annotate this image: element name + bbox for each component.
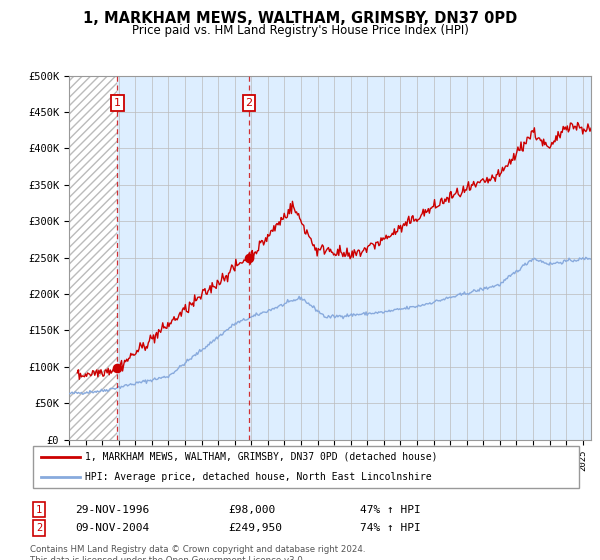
FancyBboxPatch shape: [33, 446, 579, 488]
Text: 74% ↑ HPI: 74% ↑ HPI: [360, 523, 421, 533]
Text: 2: 2: [245, 98, 253, 108]
Text: 29-NOV-1996: 29-NOV-1996: [75, 505, 149, 515]
Text: 47% ↑ HPI: 47% ↑ HPI: [360, 505, 421, 515]
Text: 2: 2: [36, 523, 42, 533]
Text: Contains HM Land Registry data © Crown copyright and database right 2024.
This d: Contains HM Land Registry data © Crown c…: [30, 545, 365, 560]
Text: 1: 1: [36, 505, 42, 515]
Point: [113, 364, 122, 373]
Bar: [69, 76, 118, 440]
Text: Price paid vs. HM Land Registry's House Price Index (HPI): Price paid vs. HM Land Registry's House …: [131, 24, 469, 36]
Text: £98,000: £98,000: [228, 505, 275, 515]
Text: £249,950: £249,950: [228, 523, 282, 533]
Point: [244, 253, 254, 262]
Text: 1, MARKHAM MEWS, WALTHAM, GRIMSBY, DN37 0PD: 1, MARKHAM MEWS, WALTHAM, GRIMSBY, DN37 …: [83, 11, 517, 26]
Text: 09-NOV-2004: 09-NOV-2004: [75, 523, 149, 533]
Text: HPI: Average price, detached house, North East Lincolnshire: HPI: Average price, detached house, Nort…: [85, 472, 432, 482]
Text: 1, MARKHAM MEWS, WALTHAM, GRIMSBY, DN37 0PD (detached house): 1, MARKHAM MEWS, WALTHAM, GRIMSBY, DN37 …: [85, 452, 438, 462]
Text: 1: 1: [114, 98, 121, 108]
